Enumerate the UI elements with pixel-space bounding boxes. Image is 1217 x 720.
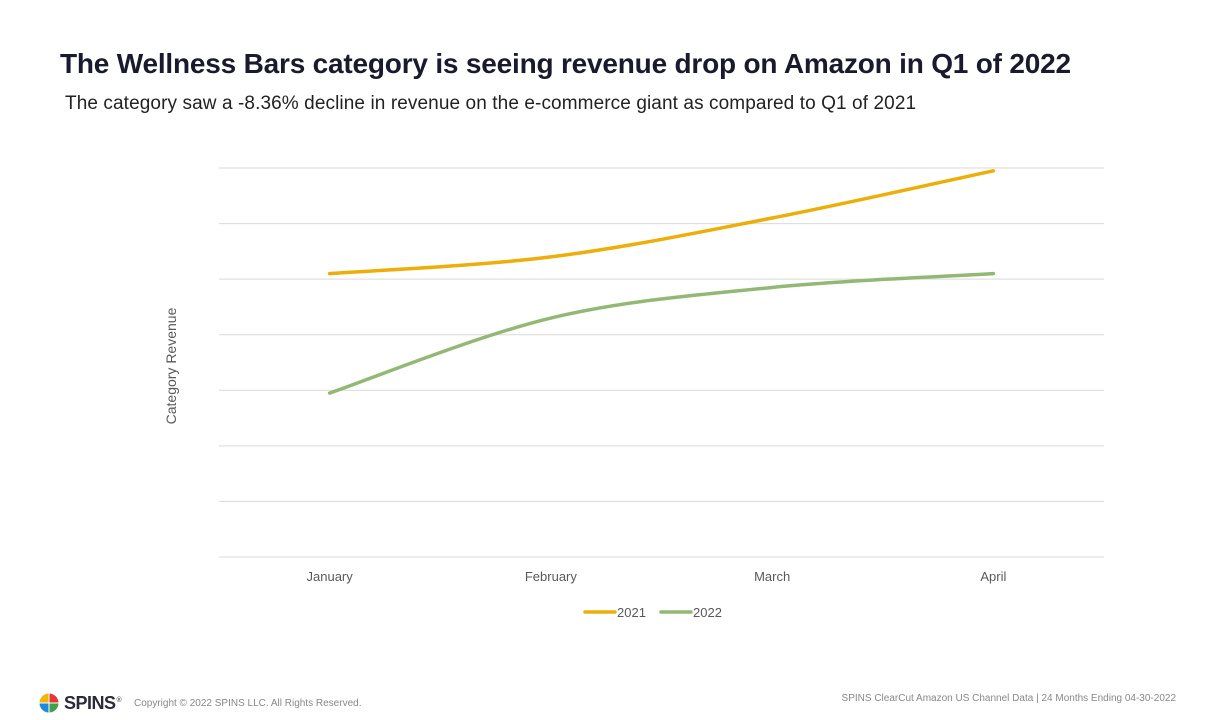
spins-logo: SPINS® bbox=[38, 692, 122, 714]
chart-title: The Wellness Bars category is seeing rev… bbox=[60, 48, 1071, 79]
x-tick-label: April bbox=[980, 569, 1006, 584]
copyright-text: Copyright © 2022 SPINS LLC. All Rights R… bbox=[134, 698, 362, 709]
spins-globe-icon bbox=[38, 692, 60, 714]
x-tick-label: March bbox=[754, 569, 790, 584]
x-tick-label: February bbox=[525, 569, 578, 584]
brand-name: SPINS® bbox=[64, 692, 122, 713]
series-line-2022 bbox=[327, 271, 996, 395]
series-line-2021 bbox=[327, 169, 996, 276]
source-note: SPINS ClearCut Amazon US Channel Data | … bbox=[841, 693, 1176, 704]
chart-subtitle: The category saw a -8.36% decline in rev… bbox=[65, 93, 917, 114]
legend-label-2021: 2021 bbox=[617, 605, 646, 620]
x-tick-label: January bbox=[307, 569, 354, 584]
legend: 2021 2022 bbox=[583, 605, 722, 620]
y-axis-label: Category Revenue bbox=[163, 307, 179, 424]
x-axis-ticks: January February March April bbox=[307, 569, 1007, 584]
series-lines bbox=[327, 169, 996, 395]
legend-label-2022: 2022 bbox=[693, 605, 722, 620]
gridlines bbox=[219, 167, 1104, 558]
